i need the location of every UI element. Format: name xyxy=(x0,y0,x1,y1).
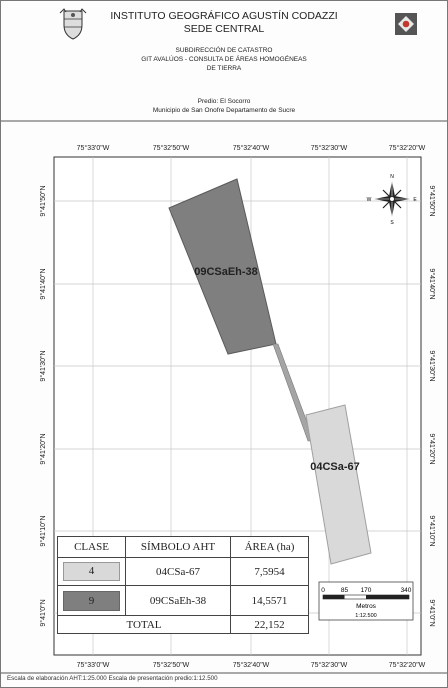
legend-header-area: ÁREA (ha) xyxy=(230,536,309,558)
west-label: W xyxy=(367,197,372,203)
legend-swatch-4: 4 xyxy=(63,562,120,581)
latitude-label-left: 9°41'20"N xyxy=(39,433,47,464)
legend-total-value: 22,152 xyxy=(230,615,309,634)
east-label: E xyxy=(413,197,417,203)
legend-header-simbolo: SÍMBOLO AHT xyxy=(125,536,231,558)
longitude-label-top: 75°32'40"W xyxy=(233,144,270,152)
area-label-04CSa-67: 04CSa-67 xyxy=(310,461,360,473)
scale-tick-170: 170 xyxy=(361,587,372,594)
longitude-label-bottom: 75°32'40"W xyxy=(233,661,270,669)
latitude-label-right: 9°41'40"N xyxy=(428,268,436,299)
longitude-label-bottom: 75°32'20"W xyxy=(389,661,426,669)
latitude-label-left: 9°41'40"N xyxy=(39,268,47,299)
legend-header-clase: CLASE xyxy=(57,536,126,558)
scale-bar: 0 85 170 340 Metros 1:12.500 xyxy=(318,581,414,621)
legend-total-label: TOTAL xyxy=(57,615,231,634)
de-tierra-text: DE TIERRA xyxy=(206,65,242,72)
longitude-label-top: 75°32'20"W xyxy=(389,144,426,152)
scale-ratio: 1:12.500 xyxy=(355,613,376,619)
latitude-label-right: 9°41'10"N xyxy=(428,515,436,546)
graticule-ticks: 75°33'0"W 75°33'0"W 75°32'50"W 75°32'50"W 75… xyxy=(39,144,436,669)
scale-unit: Metros xyxy=(356,603,377,610)
latitude-label-left: 9°41'0"N xyxy=(39,599,47,626)
git-text: GIT AVALÚOS - CONSULTA DE ÁREAS HOMOGÉNE… xyxy=(141,56,307,63)
legend-row: 4 04CSa-67 7,5954 xyxy=(57,557,309,586)
legend-clase-cell: 9 xyxy=(57,585,126,616)
institute-title: INSTITUTO GEOGRÁFICO AGUSTÍN CODAZZI xyxy=(110,10,338,22)
legend-simbolo-cell: 04CSa-67 xyxy=(125,557,231,586)
latitude-label-right: 9°41'50"N xyxy=(428,185,436,216)
subdireccion-text: SUBDIRECCIÓN DE CATASTRO xyxy=(175,47,273,54)
longitude-label-bottom: 75°32'30"W xyxy=(311,661,348,669)
municipio-text: Municipio de San Onofre Departamento de … xyxy=(152,107,296,114)
legend-clase-cell: 4 xyxy=(57,557,126,586)
longitude-label-bottom: 75°32'50"W xyxy=(153,661,190,669)
latitude-label-left: 9°41'50"N xyxy=(39,185,47,216)
predio-text: Predio: El Socorro xyxy=(197,98,251,105)
legend-header-row: CLASE SÍMBOLO AHT ÁREA (ha) xyxy=(57,536,309,558)
longitude-label-top: 75°32'30"W xyxy=(311,144,348,152)
scale-tick-85: 85 xyxy=(341,587,349,594)
legend-row: 9 09CSaEh-38 14,5571 xyxy=(57,585,309,616)
latitude-label-right: 9°41'20"N xyxy=(428,433,436,464)
latitude-label-left: 9°41'30"N xyxy=(39,350,47,381)
legend-simbolo-cell: 09CSaEh-38 xyxy=(125,585,231,616)
legend-swatch-9: 9 xyxy=(63,590,120,611)
legend-area-cell: 7,5954 xyxy=(230,557,309,586)
legend-area-cell: 14,5571 xyxy=(230,585,309,616)
north-arrow-icon: N S E W xyxy=(367,174,418,226)
area-label-09CSaEh-38: 09CSaEh-38 xyxy=(194,266,258,278)
igac-logo-icon xyxy=(395,13,417,35)
latitude-label-left: 9°41'10"N xyxy=(39,515,47,546)
latitude-label-right: 9°41'30"N xyxy=(428,350,436,381)
longitude-label-top: 75°33'0"W xyxy=(77,144,110,152)
legend-table: CLASE SÍMBOLO AHT ÁREA (ha) 4 04CSa-67 7… xyxy=(57,536,309,634)
latitude-label-right: 9°41'0"N xyxy=(428,599,436,626)
longitude-label-bottom: 75°33'0"W xyxy=(77,661,110,669)
scale-tick-0: 0 xyxy=(321,587,325,594)
colombia-coat-of-arms-icon xyxy=(59,8,87,40)
footer-scales: Escala de elaboración AHT:1:25.000 Escal… xyxy=(7,675,218,682)
south-label: S xyxy=(390,220,394,226)
sede-title: SEDE CENTRAL xyxy=(183,23,265,35)
area-polygon-04CSa-67 xyxy=(305,404,372,565)
north-label: N xyxy=(390,174,394,180)
scale-tick-340: 340 xyxy=(401,587,412,594)
legend-total-row: TOTAL 22,152 xyxy=(57,615,309,634)
longitude-label-top: 75°32'50"W xyxy=(153,144,190,152)
